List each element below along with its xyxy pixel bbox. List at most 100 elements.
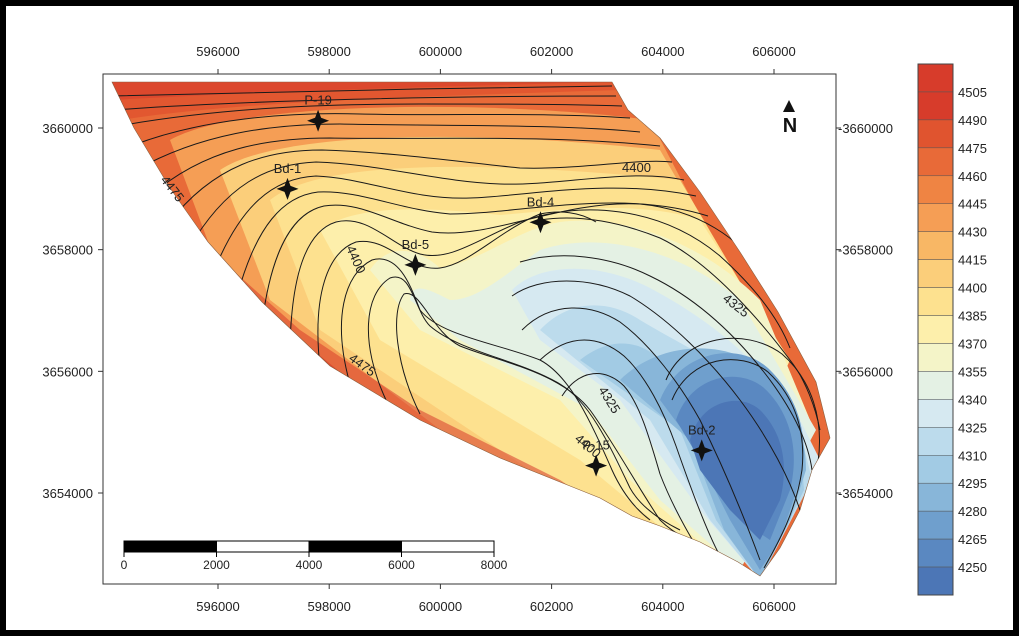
well-label: Bd-5 xyxy=(402,237,429,252)
north-label: N xyxy=(783,115,797,137)
axis-ticks xyxy=(98,69,841,589)
legend-swatch xyxy=(917,427,954,456)
well-marker: P-19 xyxy=(304,93,332,132)
legend-swatch xyxy=(917,538,954,568)
legend-swatch xyxy=(917,287,954,316)
scale-bar-label: 6000 xyxy=(388,558,415,572)
scale-bar-label: 2000 xyxy=(203,558,230,572)
legend-label: 4430 xyxy=(958,225,987,240)
well-icon xyxy=(529,211,552,234)
legend-label: 4310 xyxy=(958,448,987,463)
legend-swatch xyxy=(917,510,954,540)
legend-swatch xyxy=(917,63,954,93)
well-icon xyxy=(690,439,713,462)
bottom-tick-label: 598000 xyxy=(308,599,351,614)
color-legend: 4505 4490 4475 4460 4445 4430 4415 4400 4385 4370… xyxy=(917,63,987,596)
legend-label: 4490 xyxy=(958,113,987,128)
legend-label: 4385 xyxy=(958,309,987,324)
north-arrow-icon xyxy=(783,100,795,112)
well-label: Bd-2 xyxy=(688,422,715,437)
scale-bar-segment xyxy=(401,540,495,553)
top-tick-label: 606000 xyxy=(752,44,795,59)
scale-bar-segment xyxy=(123,540,217,553)
left-tick-label: 3658000 xyxy=(42,243,93,258)
legend-swatch xyxy=(917,175,954,204)
legend-swatch xyxy=(917,566,954,596)
legend-label: 4265 xyxy=(958,532,987,547)
scale-bar-label: 4000 xyxy=(296,558,323,572)
legend-label: 4280 xyxy=(958,504,987,519)
legend-swatch xyxy=(917,91,954,121)
top-tick-label: 598000 xyxy=(308,44,351,59)
right-y-axis-labels: -3660000 -3658000 -3656000 -3654000 xyxy=(838,121,893,501)
legend-swatch xyxy=(917,119,954,149)
well-icon xyxy=(276,177,299,200)
contour-lines xyxy=(112,85,821,569)
well-icon xyxy=(404,253,427,276)
well-marker: P-15 xyxy=(582,438,610,477)
region-outline xyxy=(111,81,831,577)
legend-label: 4415 xyxy=(958,253,987,268)
well-label: Bd-1 xyxy=(274,161,301,176)
legend-swatch xyxy=(917,455,954,484)
bottom-tick-label: 602000 xyxy=(530,599,573,614)
left-tick-label: 3656000 xyxy=(42,364,93,379)
legend-swatch xyxy=(917,259,954,288)
well-icon xyxy=(585,454,608,477)
well-marker: Bd-2 xyxy=(688,422,715,462)
legend-label: 4250 xyxy=(958,560,987,575)
bottom-tick-label: 600000 xyxy=(419,599,462,614)
top-x-axis-labels: 596000 598000 600000 602000 604000 606000 xyxy=(196,44,795,59)
legend-swatch xyxy=(917,399,954,428)
well-label: P-19 xyxy=(304,93,331,108)
legend-label: 4355 xyxy=(958,364,987,379)
right-tick-label: -3658000 xyxy=(838,243,893,258)
scale-bar-label: 8000 xyxy=(481,558,508,572)
right-tick-label: -3654000 xyxy=(838,486,893,501)
left-tick-label: 3660000 xyxy=(42,121,93,136)
top-tick-label: 596000 xyxy=(196,44,239,59)
right-tick-label: -3656000 xyxy=(838,364,893,379)
scale-bar-segment xyxy=(308,540,402,553)
contour-label: 4400 xyxy=(622,160,651,175)
well-marker: Bd-5 xyxy=(402,237,429,276)
legend-label: 4325 xyxy=(958,420,987,435)
well-label: P-15 xyxy=(582,438,609,453)
top-tick-label: 602000 xyxy=(530,44,573,59)
legend-frame xyxy=(917,63,954,596)
bottom-tick-label: 596000 xyxy=(196,599,239,614)
well-marker: Bd-4 xyxy=(527,194,554,234)
top-tick-label: 600000 xyxy=(419,44,462,59)
scale-bar: 0 2000 4000 6000 8000 xyxy=(121,540,508,572)
legend-label: 4460 xyxy=(958,169,987,184)
left-tick-label: 3654000 xyxy=(42,486,93,501)
legend-swatch xyxy=(917,315,954,344)
legend-swatch xyxy=(917,203,954,232)
legend-label: 4445 xyxy=(958,197,987,212)
scale-bar-segment xyxy=(216,540,310,553)
left-y-axis-labels: 3660000 3658000 3656000 3654000 xyxy=(42,121,93,501)
top-tick-label: 604000 xyxy=(641,44,684,59)
legend-label: 4400 xyxy=(958,281,987,296)
well-marker: Bd-1 xyxy=(274,161,301,200)
legend-swatch xyxy=(917,147,954,177)
legend-label: 4295 xyxy=(958,476,987,491)
legend-label: 4340 xyxy=(958,392,987,407)
bottom-tick-label: 604000 xyxy=(641,599,684,614)
well-label: Bd-4 xyxy=(527,194,554,209)
legend-label: 4475 xyxy=(958,141,987,156)
scale-bar-label: 0 xyxy=(121,558,128,572)
well-group: P-19 Bd-1 Bd-4 Bd-5 P-15 Bd-2 xyxy=(274,93,715,477)
legend-swatch xyxy=(917,343,954,372)
well-icon xyxy=(307,109,330,132)
bottom-x-axis-labels: 596000 598000 600000 602000 604000 606000 xyxy=(196,599,795,614)
bottom-tick-label: 606000 xyxy=(752,599,795,614)
north-arrow: N xyxy=(783,100,797,137)
legend-swatch xyxy=(917,371,954,400)
legend-label: 4505 xyxy=(958,85,987,100)
legend-label: 4370 xyxy=(958,336,987,351)
right-tick-label: -3660000 xyxy=(838,121,893,136)
legend-swatch xyxy=(917,231,954,260)
